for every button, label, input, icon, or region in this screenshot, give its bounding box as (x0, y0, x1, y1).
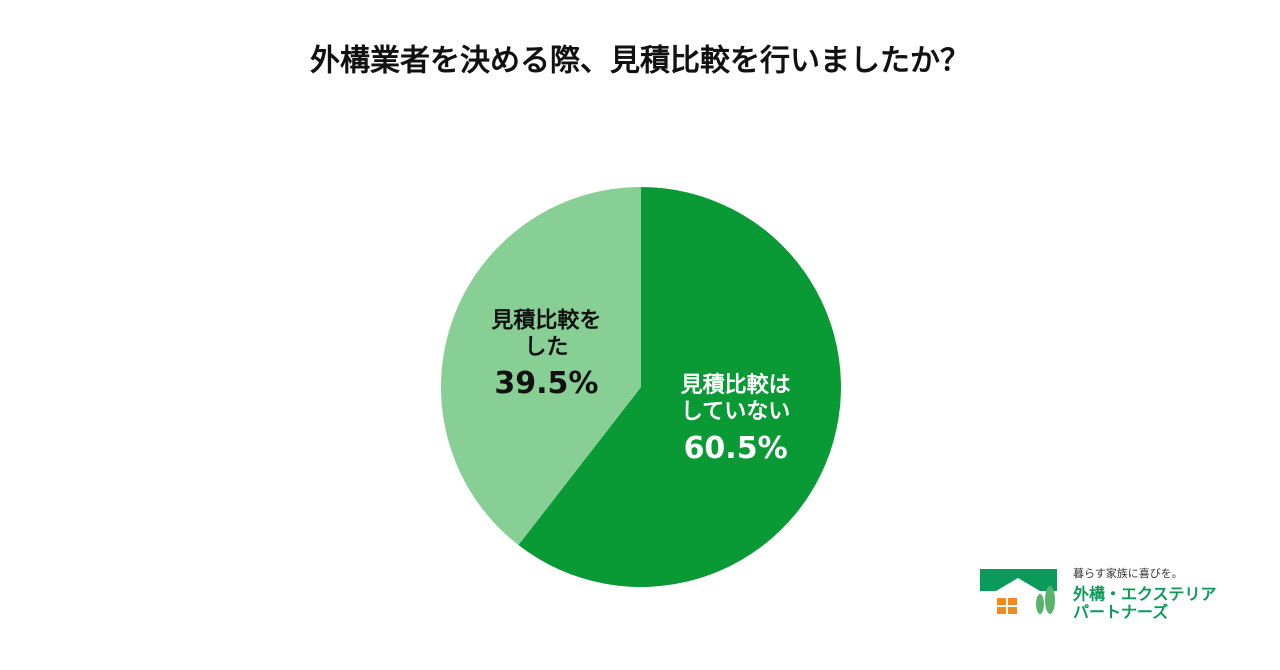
chart-title: 外構業者を決める際、見積比較を行いましたか？ (310, 44, 970, 79)
logo-window (997, 598, 1006, 605)
logo-roof (980, 569, 1057, 591)
logo-name: 外構・エクステリア (1072, 585, 1217, 604)
logo-window (997, 607, 1006, 614)
logo-name: パートナーズ (1073, 603, 1168, 622)
value-label: 60.5% (684, 431, 788, 466)
logo-tree (1045, 586, 1055, 614)
slice-label: 見積比較をした (491, 307, 601, 359)
logo-tagline: 暮らす家族に喜びを。 (1073, 566, 1183, 580)
logo: 暮らす家族に喜びを。 外構・エクステリア パートナーズ (980, 566, 1217, 622)
logo-window (1008, 607, 1017, 614)
pie-slice (440, 187, 641, 546)
value-label: 39.5% (494, 366, 598, 401)
slice-label: 見積比較はしていない (681, 372, 791, 424)
pie-slice (518, 187, 841, 587)
logo-tree (1036, 594, 1044, 614)
logo-window (1008, 598, 1017, 605)
